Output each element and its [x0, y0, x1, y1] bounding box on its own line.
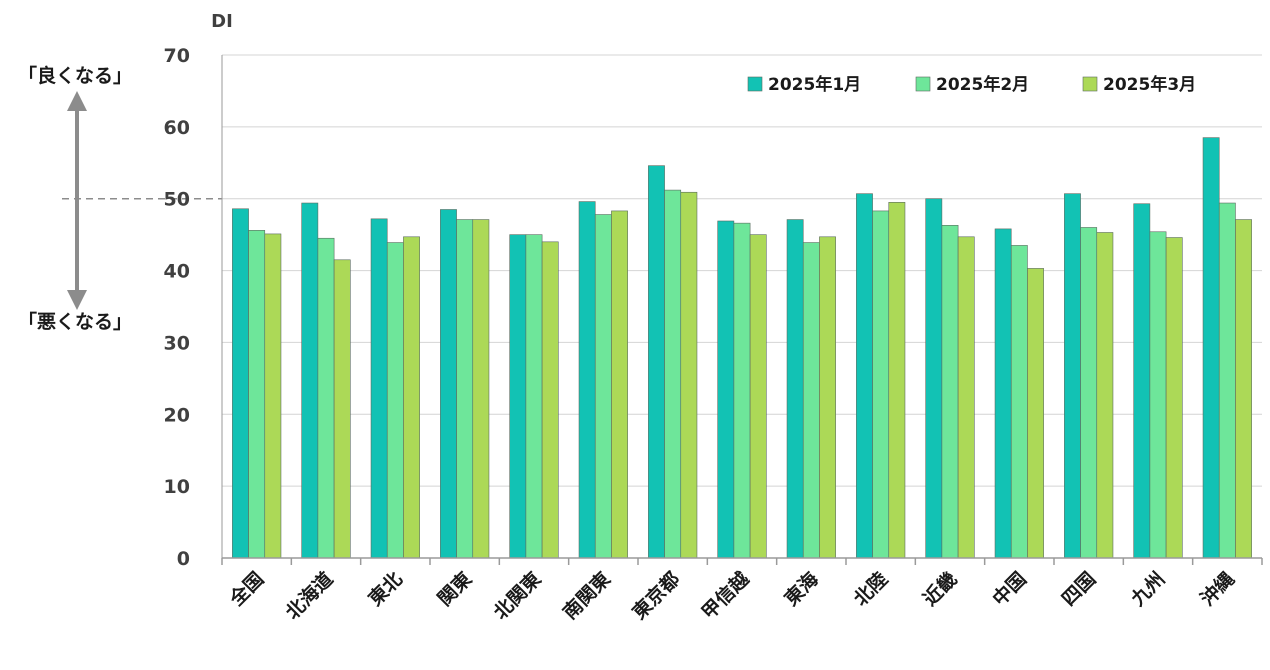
- bar-九州-2025年3月: [1165, 237, 1183, 559]
- category-label: 四国: [1058, 568, 1100, 610]
- legend-swatch: [747, 76, 763, 92]
- bars: [232, 137, 1252, 559]
- y-tick-label: 0: [177, 548, 190, 570]
- bar-四国-2025年3月: [1096, 232, 1114, 559]
- bar-東北-2025年3月: [403, 236, 420, 559]
- category-label: 九州: [1126, 568, 1169, 611]
- legend-label: 2025年3月: [1103, 74, 1196, 95]
- legend-label: 2025年1月: [768, 74, 861, 95]
- bar-中国-2025年1月: [994, 228, 1012, 559]
- bar-沖縄-2025年3月: [1235, 219, 1252, 559]
- bar-北陸-2025年2月: [872, 210, 890, 559]
- bar-北陸-2025年3月: [888, 202, 906, 559]
- bar-東海-2025年1月: [786, 219, 804, 559]
- bar-北関東-2025年1月: [509, 234, 527, 559]
- category-label: 甲信越: [697, 567, 754, 624]
- category-label: 沖縄: [1196, 567, 1239, 610]
- category-labels: 全国 北海道 東北 関東 北関東 南関東 東京都 甲信越 東海 北陸 近畿 中国 四国 九州 沖縄: [224, 567, 1239, 624]
- y-tick-labels: 0 10 20 30 40 50 60 70: [164, 45, 190, 570]
- bar-関東-2025年2月: [456, 219, 474, 559]
- x-tick-marks: [221, 558, 1263, 565]
- bar-甲信越-2025年2月: [733, 222, 751, 559]
- bar-東北-2025年1月: [370, 218, 388, 559]
- y-tick-label: 50: [164, 189, 190, 211]
- bar-全国-2025年1月: [232, 208, 249, 559]
- y-axis-label: DI: [211, 11, 233, 32]
- bar-沖縄-2025年2月: [1218, 202, 1236, 559]
- bar-九州-2025年1月: [1133, 203, 1151, 559]
- category-label: 南関東: [558, 567, 615, 624]
- better-label: 「良くなる」: [18, 64, 132, 87]
- category-label: 北関東: [489, 567, 546, 624]
- worse-label: 「悪くなる」: [18, 310, 132, 333]
- bar-北陸-2025年1月: [856, 193, 873, 559]
- bar-南関東-2025年2月: [594, 214, 612, 559]
- y-tick-label: 10: [164, 476, 190, 498]
- legend-label: 2025年2月: [936, 74, 1029, 95]
- bar-東海-2025年2月: [802, 242, 820, 559]
- bar-東京都-2025年1月: [648, 165, 665, 559]
- category-label: 全国: [224, 567, 268, 611]
- category-label: 関東: [433, 567, 476, 610]
- category-label: 北海道: [281, 567, 338, 624]
- bar-関東-2025年3月: [472, 219, 490, 559]
- bar-沖縄-2025年1月: [1202, 137, 1220, 559]
- bar-東京都-2025年2月: [664, 189, 682, 559]
- bar-東京都-2025年3月: [680, 191, 698, 559]
- bar-関東-2025年1月: [440, 209, 457, 559]
- y-tick-label: 30: [164, 332, 190, 354]
- bar-東北-2025年2月: [386, 242, 404, 559]
- bar-北海道-2025年3月: [333, 259, 351, 559]
- y-tick-label: 60: [164, 117, 190, 139]
- bar-甲信越-2025年3月: [749, 234, 767, 559]
- bar-南関東-2025年1月: [578, 201, 596, 559]
- bar-中国-2025年2月: [1010, 245, 1028, 559]
- bar-全国-2025年2月: [248, 230, 266, 559]
- bar-近畿-2025年3月: [957, 236, 975, 559]
- bar-中国-2025年3月: [1027, 268, 1044, 559]
- legend: 2025年1月 2025年2月 2025年3月: [747, 74, 1196, 95]
- bar-全国-2025年3月: [264, 233, 282, 559]
- bar-北関東-2025年2月: [525, 234, 543, 559]
- category-label: 東京都: [628, 567, 685, 624]
- y-tick-label: 20: [164, 404, 190, 426]
- y-tick-label: 70: [164, 45, 190, 67]
- bar-北関東-2025年3月: [541, 241, 559, 559]
- category-label: 東海: [780, 567, 823, 610]
- bar-甲信越-2025年1月: [717, 220, 735, 559]
- bar-東海-2025年3月: [819, 236, 836, 559]
- category-label: 北陸: [849, 567, 892, 610]
- category-label: 中国: [988, 567, 1031, 610]
- category-label: 近畿: [918, 567, 961, 610]
- bar-四国-2025年1月: [1064, 193, 1081, 559]
- bar-近畿-2025年2月: [941, 225, 959, 559]
- bar-南関東-2025年3月: [611, 210, 628, 559]
- legend-swatch: [1082, 76, 1098, 92]
- category-label: 東北: [364, 567, 407, 610]
- bar-北海道-2025年2月: [317, 237, 335, 559]
- bar-近畿-2025年1月: [925, 198, 943, 559]
- y-tick-label: 40: [164, 261, 190, 283]
- bar-九州-2025年2月: [1149, 231, 1167, 559]
- legend-swatch: [915, 76, 931, 92]
- bar-四国-2025年2月: [1080, 227, 1098, 559]
- bar-北海道-2025年1月: [301, 202, 319, 559]
